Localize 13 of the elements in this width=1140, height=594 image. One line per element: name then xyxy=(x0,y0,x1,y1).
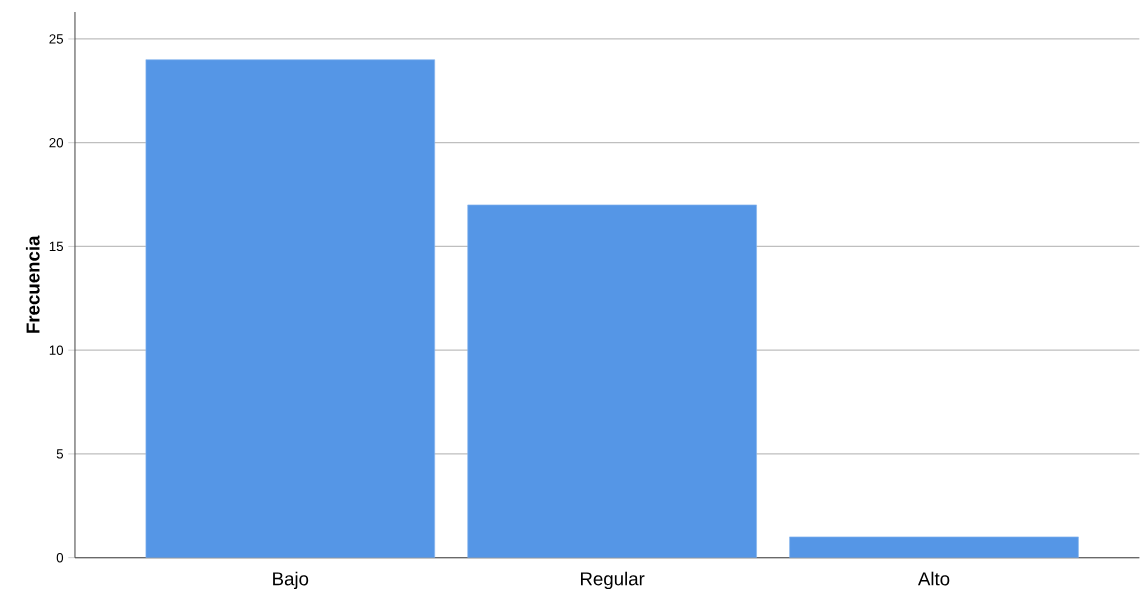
bar xyxy=(789,536,1079,558)
y-tick-label: 25 xyxy=(49,34,64,44)
y-axis-title: Frecuencia xyxy=(25,235,40,334)
bar xyxy=(467,204,757,558)
y-tick-label: 15 xyxy=(49,242,64,252)
x-tick-label: Alto xyxy=(917,571,950,586)
x-tick-label: Bajo xyxy=(273,571,309,590)
bar xyxy=(145,59,436,558)
y-tick-label: 0 xyxy=(56,553,64,563)
y-tick-label: 20 xyxy=(49,138,64,148)
x-tick-label: Regular xyxy=(581,571,645,590)
y-tick-label: 5 xyxy=(56,449,64,459)
y-tick-label: 10 xyxy=(49,345,64,356)
